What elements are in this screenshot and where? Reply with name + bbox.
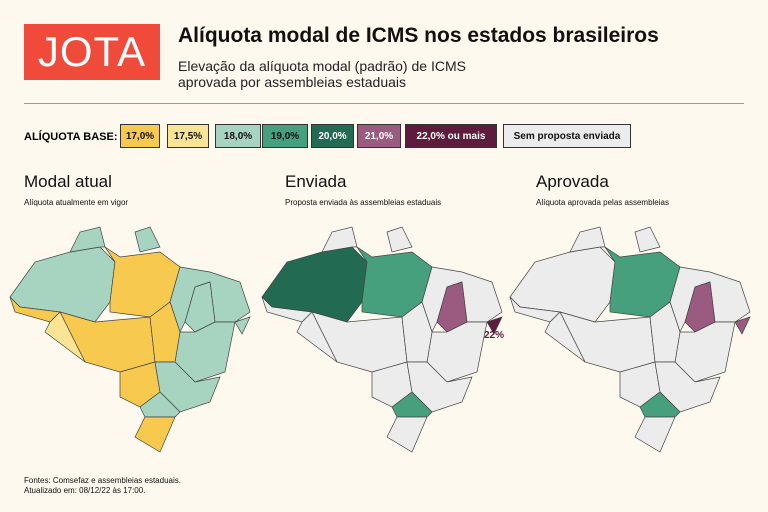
- subtitle-line: aprovada por assembleias estaduais: [178, 74, 407, 90]
- state: [401, 301, 433, 363]
- map-subtitle: Alíquota aprovada pelas assembleias: [536, 198, 669, 207]
- state: [391, 391, 433, 418]
- state: [569, 226, 606, 253]
- map-subtitle: Proposta enviada às assembleias estaduai…: [285, 198, 442, 207]
- map-title: Modal atual: [24, 172, 112, 191]
- map-title: Aprovada: [536, 172, 609, 191]
- divider: [24, 103, 744, 104]
- state: [386, 416, 428, 453]
- state: [639, 391, 681, 418]
- state: [234, 316, 251, 335]
- logo: JOTA: [24, 24, 160, 80]
- state: [634, 416, 676, 453]
- updated: Atualizado em: 08/12/22 às 17:00.: [24, 486, 146, 495]
- legend-item: 20,0%: [311, 124, 354, 148]
- state: [634, 226, 661, 253]
- legend-item: 19,0%: [262, 124, 308, 148]
- source: Fontes: Comsefaz e assembleias estaduais…: [24, 476, 181, 485]
- legend-item: 17,5%: [167, 124, 209, 148]
- state: [139, 391, 181, 418]
- state: [386, 226, 413, 253]
- map: [509, 226, 751, 453]
- state: [69, 226, 106, 253]
- state: [296, 311, 338, 363]
- annotation: 22%: [484, 330, 504, 341]
- legend-label: ALÍQUOTA BASE:: [24, 131, 118, 143]
- map: [261, 226, 503, 453]
- subtitle: Elevação da alíquota modal (padrão) de I…: [178, 58, 466, 90]
- state: [149, 301, 181, 363]
- legend-item: 22,0% ou mais: [405, 124, 497, 148]
- state: [44, 311, 86, 363]
- map: [9, 226, 251, 453]
- state: [134, 226, 161, 253]
- state: [321, 226, 358, 253]
- state: [486, 316, 503, 335]
- subtitle-line: Elevação da alíquota modal (padrão) de I…: [178, 58, 466, 74]
- state: [734, 316, 751, 335]
- map-subtitle: Alíquota atualmente em vigor: [24, 198, 129, 207]
- title: Alíquota modal de ICMS nos estados brasi…: [178, 24, 659, 47]
- legend-item: 17,0%: [120, 124, 160, 148]
- state: [134, 416, 176, 453]
- legend-item: Sem proposta enviada: [503, 124, 631, 148]
- legend-item: 18,0%: [215, 124, 261, 148]
- legend-item: 21,0%: [357, 124, 401, 148]
- footer: Fontes: Comsefaz e assembleias estaduais…: [24, 476, 181, 496]
- state: [544, 311, 586, 363]
- map-title: Enviada: [285, 172, 347, 191]
- state: [649, 301, 681, 363]
